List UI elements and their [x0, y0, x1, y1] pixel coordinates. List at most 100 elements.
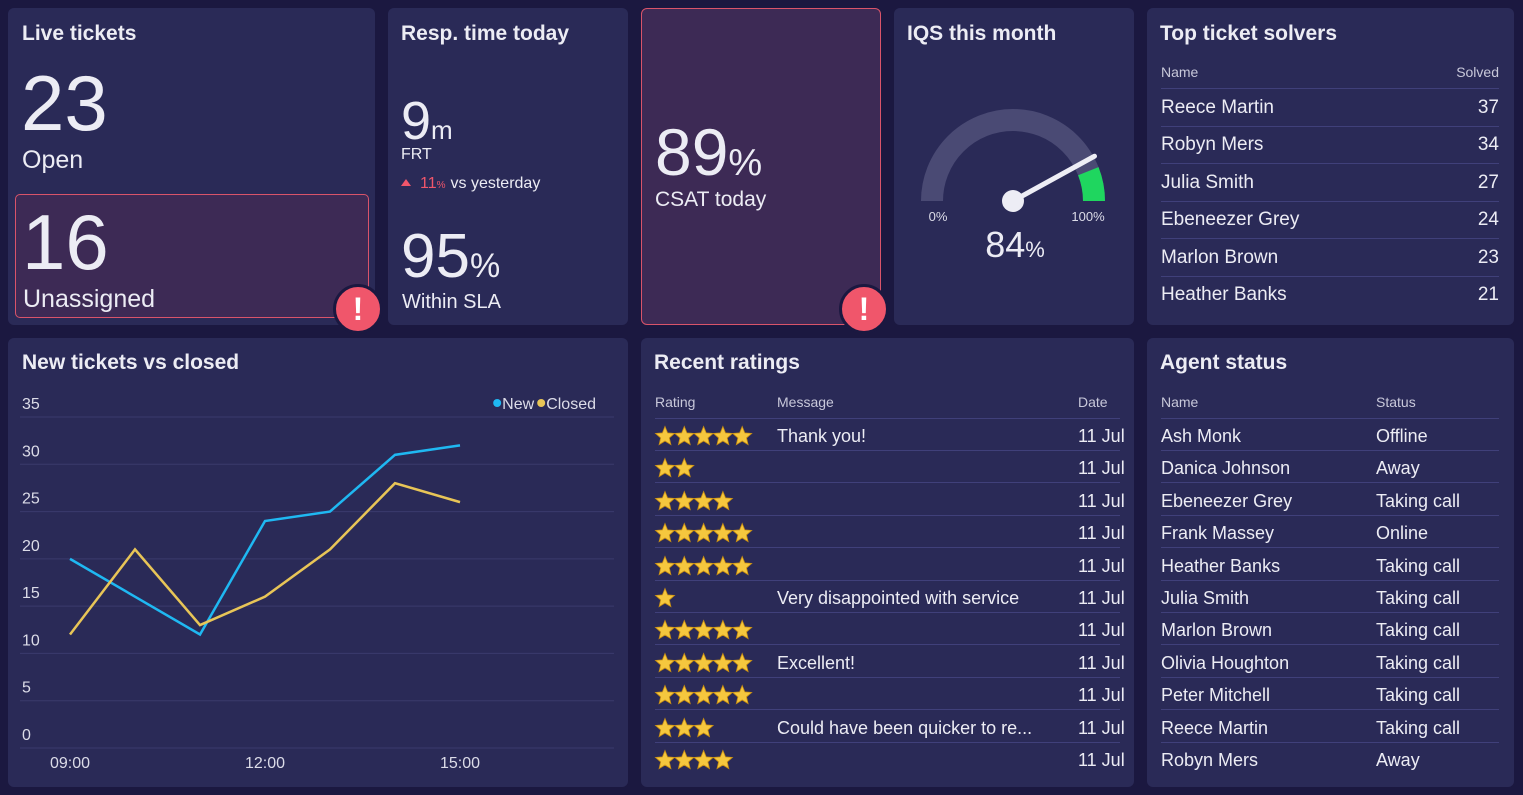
star	[654, 490, 676, 511]
column-header: Status	[1376, 394, 1416, 410]
rating	[654, 749, 734, 770]
date: 11 Jul	[1078, 555, 1125, 576]
rating	[654, 555, 753, 576]
agent-status: Online	[1376, 523, 1429, 544]
legend-label: New	[502, 396, 534, 413]
gauge: 0% 100% 84%	[921, 109, 1105, 265]
tile-title: Resp. time today	[401, 22, 570, 45]
chart-title: New tickets vs closed	[22, 351, 240, 374]
gauge-value-unit: %	[1025, 237, 1045, 262]
gauge-value: 84%	[985, 224, 1045, 265]
row-separator	[1161, 238, 1499, 240]
star	[731, 555, 753, 576]
y-tick-label: 15	[22, 585, 40, 602]
open-label: Open	[22, 146, 84, 174]
row-separator	[1161, 579, 1499, 581]
star	[673, 619, 695, 640]
y-tick-label: 30	[22, 443, 40, 460]
solver-count: 34	[1477, 134, 1499, 156]
series-line	[69, 481, 461, 636]
star	[654, 587, 676, 608]
live-tickets-tile: Live tickets 23 Open 16 Unassigned	[8, 8, 375, 325]
tile-title: Agent status	[1160, 351, 1288, 374]
solver-count: 27	[1477, 171, 1499, 193]
column-header: Name	[1161, 64, 1199, 80]
star	[693, 717, 715, 738]
solver-name: Ebeneezer Grey	[1161, 209, 1300, 231]
star	[654, 749, 676, 770]
row-separator	[1161, 418, 1499, 419]
row-separator	[655, 514, 1120, 516]
agent-status: Taking call	[1376, 717, 1461, 738]
alert-icon: !	[839, 284, 889, 334]
gauge-tick-label: 100%	[1071, 209, 1105, 224]
date: 11 Jul	[1078, 490, 1125, 511]
row-separator	[1161, 676, 1499, 678]
star	[654, 555, 676, 576]
row-separator	[655, 450, 1120, 451]
star	[673, 555, 695, 576]
solver-count: 23	[1477, 246, 1499, 268]
date: 11 Jul	[1078, 685, 1125, 706]
stars	[654, 717, 715, 738]
solver-name: Heather Banks	[1161, 284, 1287, 305]
sla-value: 95	[401, 222, 470, 291]
star	[673, 490, 695, 511]
star	[673, 522, 695, 543]
row-separator	[1161, 88, 1499, 89]
date: 11 Jul	[1078, 652, 1125, 673]
sla-unit: %	[469, 247, 501, 285]
up-arrow	[401, 179, 411, 186]
star	[654, 684, 676, 705]
alert-icon: !	[333, 284, 383, 334]
star	[712, 684, 734, 705]
star	[712, 555, 734, 576]
column-header: Rating	[655, 394, 696, 410]
row-separator	[655, 579, 1120, 581]
star	[673, 684, 695, 705]
date: 11 Jul	[1078, 426, 1125, 446]
agent-name: Julia Smith	[1161, 588, 1250, 608]
star	[693, 684, 715, 705]
agent-status: Taking call	[1376, 555, 1461, 576]
row-separator	[655, 676, 1120, 678]
star	[693, 522, 715, 543]
gauge-needle	[1010, 153, 1097, 204]
star	[654, 652, 676, 673]
chart-tile: New tickets vs closed 0 5 10 15 20 25 30 35 09:0…	[8, 338, 628, 787]
frt-unit: m	[431, 115, 453, 145]
star	[693, 652, 715, 673]
needle-hub	[1002, 190, 1024, 212]
rating	[654, 717, 715, 738]
agent-status: Away	[1376, 750, 1420, 770]
agent-name: Danica Johnson	[1161, 458, 1291, 479]
iqs-tile: IQS this month 0% 100% 84%	[894, 8, 1134, 325]
stars	[654, 749, 734, 770]
star	[731, 652, 753, 673]
row-separator	[1161, 482, 1499, 484]
rating	[654, 619, 753, 640]
y-tick-label: 5	[22, 680, 31, 697]
star	[712, 425, 734, 446]
stars	[654, 490, 734, 511]
message: Thank you!	[777, 426, 867, 446]
star	[731, 684, 753, 705]
star	[673, 457, 695, 478]
date: 11 Jul	[1078, 717, 1125, 738]
agent-name: Robyn Mers	[1161, 750, 1259, 770]
message: Excellent!	[777, 652, 856, 673]
frt-label: FRT	[401, 146, 432, 163]
agent-status: Taking call	[1376, 588, 1461, 608]
row-separator	[655, 547, 1120, 549]
star	[654, 522, 676, 543]
frt-value: 9	[401, 91, 432, 151]
solver-count: 24	[1477, 209, 1499, 231]
agent-name: Peter Mitchell	[1161, 685, 1271, 706]
x-tick-label: 12:00	[245, 755, 285, 772]
column-header: Solved	[1456, 64, 1499, 80]
stars	[654, 522, 753, 543]
y-tick-label: 25	[22, 491, 40, 508]
star	[673, 717, 695, 738]
agent-status: Taking call	[1376, 490, 1461, 511]
